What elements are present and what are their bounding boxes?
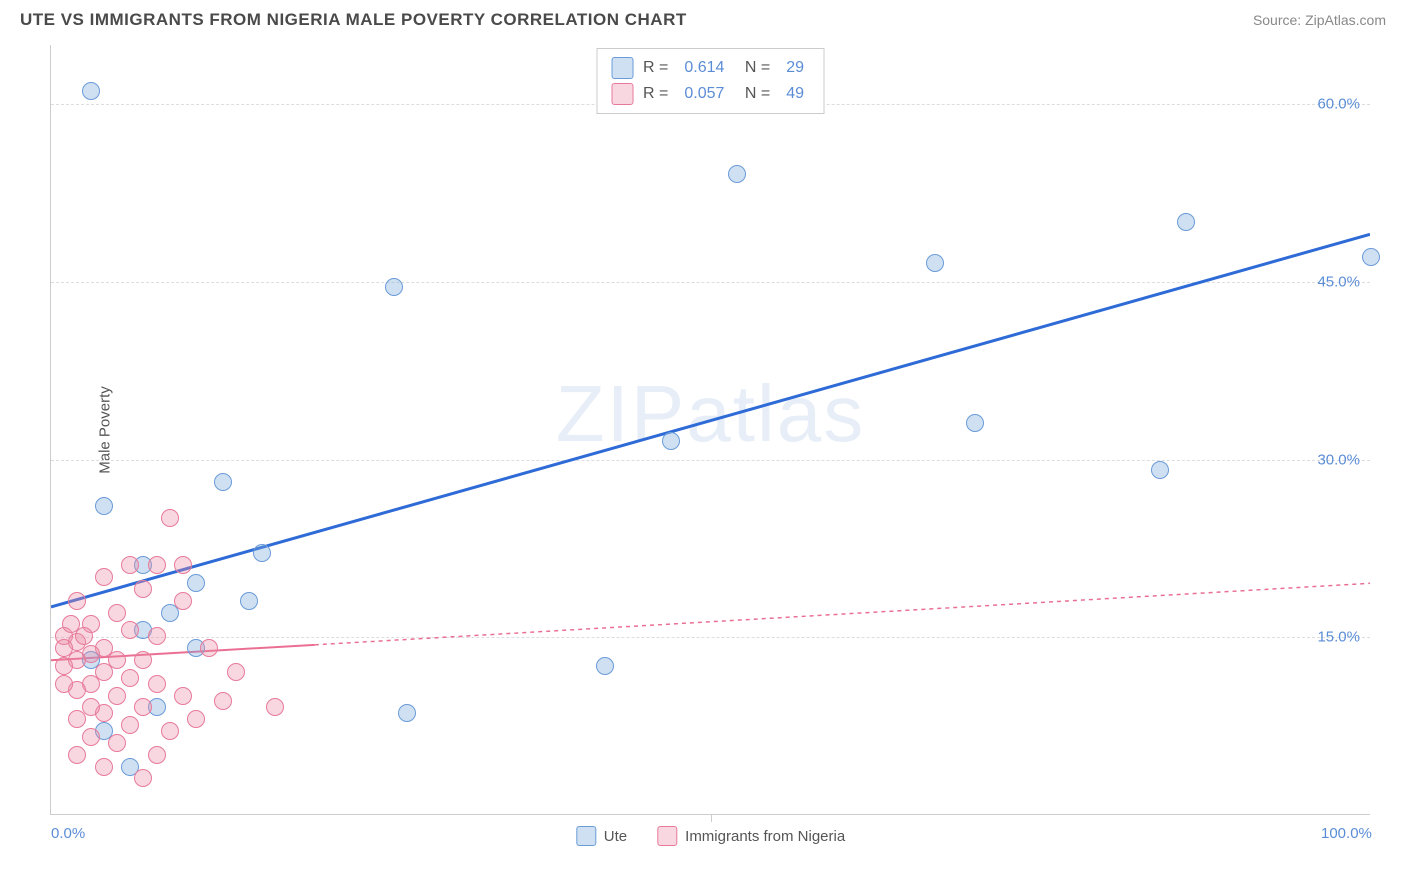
- scatter-point: [134, 580, 152, 598]
- legend-row: R = 0.614 N = 29: [611, 55, 810, 81]
- series-legend-item: Ute: [576, 826, 627, 846]
- scatter-point: [926, 254, 944, 272]
- scatter-point: [121, 621, 139, 639]
- scatter-point: [95, 497, 113, 515]
- scatter-point: [728, 165, 746, 183]
- scatter-point: [68, 746, 86, 764]
- scatter-point: [240, 592, 258, 610]
- scatter-point: [214, 473, 232, 491]
- scatter-point: [95, 568, 113, 586]
- scatter-point: [1362, 248, 1380, 266]
- scatter-point: [68, 592, 86, 610]
- scatter-point: [148, 746, 166, 764]
- regression-line-dashed: [315, 583, 1370, 645]
- scatter-point: [174, 687, 192, 705]
- legend-n-value: 49: [786, 85, 804, 103]
- gridline: [51, 637, 1370, 638]
- scatter-point: [82, 82, 100, 100]
- scatter-point: [121, 716, 139, 734]
- scatter-point: [662, 432, 680, 450]
- scatter-point: [161, 722, 179, 740]
- legend-r-label: R =: [643, 85, 668, 103]
- scatter-point: [266, 698, 284, 716]
- scatter-point: [82, 698, 100, 716]
- legend-swatch-icon: [611, 83, 633, 105]
- y-tick-label: 45.0%: [1317, 273, 1360, 290]
- gridline: [51, 282, 1370, 283]
- legend-n-label: N =: [740, 85, 770, 103]
- scatter-point: [148, 675, 166, 693]
- watermark-text: ZIPatlas: [556, 368, 865, 460]
- correlation-legend: R = 0.614 N = 29 R = 0.057 N = 49: [596, 48, 825, 114]
- x-tick-label: 100.0%: [1321, 825, 1372, 842]
- scatter-point: [108, 604, 126, 622]
- series-legend: Ute Immigrants from Nigeria: [576, 826, 845, 846]
- legend-swatch-icon: [611, 57, 633, 79]
- chart-title: UTE VS IMMIGRANTS FROM NIGERIA MALE POVE…: [20, 10, 687, 30]
- scatter-point: [253, 544, 271, 562]
- y-tick-label: 30.0%: [1317, 451, 1360, 468]
- scatter-point: [82, 728, 100, 746]
- legend-r-value: 0.057: [684, 85, 724, 103]
- scatter-point: [385, 278, 403, 296]
- legend-row: R = 0.057 N = 49: [611, 81, 810, 107]
- x-tick: [711, 814, 712, 822]
- series-legend-label: Immigrants from Nigeria: [685, 828, 845, 845]
- scatter-point: [200, 639, 218, 657]
- scatter-point: [134, 651, 152, 669]
- scatter-point: [398, 704, 416, 722]
- scatter-point: [161, 509, 179, 527]
- scatter-point: [55, 675, 73, 693]
- series-legend-item: Immigrants from Nigeria: [657, 826, 845, 846]
- scatter-point: [187, 710, 205, 728]
- legend-r-label: R =: [643, 59, 668, 77]
- scatter-point: [227, 663, 245, 681]
- scatter-point: [148, 556, 166, 574]
- scatter-point: [134, 698, 152, 716]
- scatter-point: [55, 657, 73, 675]
- legend-n-value: 29: [786, 59, 804, 77]
- scatter-point: [1151, 461, 1169, 479]
- scatter-point: [174, 592, 192, 610]
- legend-swatch-icon: [657, 826, 677, 846]
- scatter-point: [148, 627, 166, 645]
- legend-swatch-icon: [576, 826, 596, 846]
- scatter-point: [966, 414, 984, 432]
- scatter-point: [108, 734, 126, 752]
- series-legend-label: Ute: [604, 828, 627, 845]
- scatter-point: [174, 556, 192, 574]
- gridline: [51, 460, 1370, 461]
- chart-plot-area: Male Poverty ZIPatlas 15.0%30.0%45.0%60.…: [50, 45, 1370, 815]
- legend-n-label: N =: [740, 59, 770, 77]
- scatter-point: [187, 574, 205, 592]
- y-tick-label: 60.0%: [1317, 96, 1360, 113]
- scatter-point: [596, 657, 614, 675]
- scatter-point: [108, 687, 126, 705]
- scatter-point: [134, 769, 152, 787]
- scatter-point: [214, 692, 232, 710]
- x-tick-label: 0.0%: [51, 825, 85, 842]
- y-tick-label: 15.0%: [1317, 629, 1360, 646]
- legend-r-value: 0.614: [684, 59, 724, 77]
- chart-source: Source: ZipAtlas.com: [1253, 12, 1386, 28]
- scatter-point: [1177, 213, 1195, 231]
- scatter-point: [121, 669, 139, 687]
- regression-line: [51, 234, 1370, 607]
- scatter-point: [75, 627, 93, 645]
- scatter-point: [121, 556, 139, 574]
- scatter-point: [95, 758, 113, 776]
